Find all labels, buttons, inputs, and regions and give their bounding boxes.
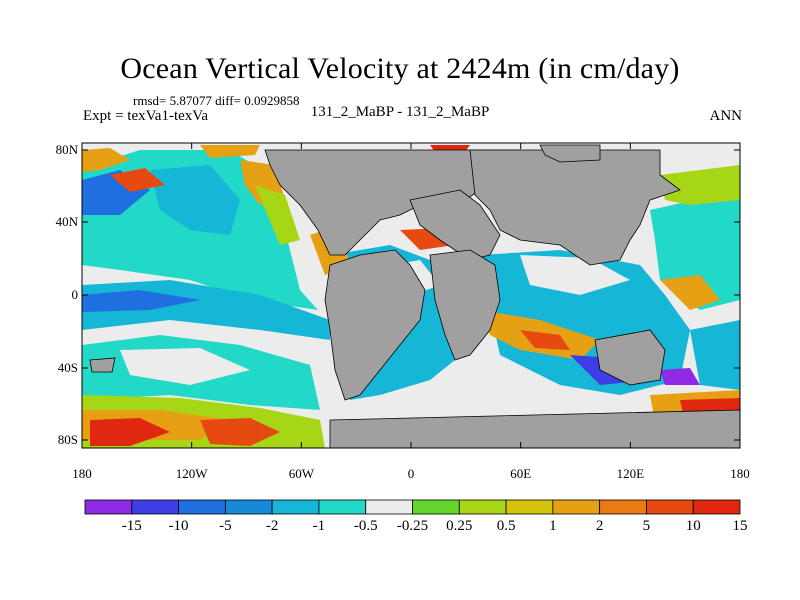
colorbar-label: -5 xyxy=(219,518,232,534)
colorbar-label: -2 xyxy=(266,518,279,534)
field-southern-red2 xyxy=(200,418,280,446)
land-antarctica xyxy=(329,409,740,448)
case-label: 131_2_MaBP - 131_2_MaBP xyxy=(310,104,490,120)
land-pacific-island xyxy=(89,357,116,373)
colorbar-label: 2 xyxy=(596,518,604,534)
colorbar-swatch xyxy=(552,499,601,515)
axis-ticks xyxy=(81,143,741,448)
field-purple-spot xyxy=(660,368,700,385)
land-arctic-island xyxy=(539,144,601,163)
lon-label: 60E xyxy=(510,466,531,481)
colorbar-swatch xyxy=(646,499,694,515)
colorbar-swatch xyxy=(412,499,460,515)
colorbar-swatch xyxy=(458,499,507,515)
field-calif-green xyxy=(255,185,300,245)
field-wpac-green xyxy=(660,165,740,205)
colorbar-swatch xyxy=(131,499,179,515)
lon-label: 60W xyxy=(289,466,315,481)
colorbar-swatch xyxy=(318,499,367,515)
lon-label: 0 xyxy=(408,466,415,481)
colorbar-label: -10 xyxy=(169,518,189,534)
colorbar-label: -1 xyxy=(313,518,326,534)
land-africa xyxy=(429,249,501,361)
colorbar-label: 1 xyxy=(549,518,557,534)
lon-label: 120E xyxy=(617,466,645,481)
field-wpac-orange xyxy=(660,275,720,310)
stats-line: rmsd= 5.87077 diff= 0.0929858 xyxy=(133,93,300,108)
colorbar-swatch xyxy=(178,499,226,515)
lon-label: 180 xyxy=(72,466,92,481)
land-south-america xyxy=(324,249,426,401)
colorbar-label: 5 xyxy=(643,518,651,534)
land-australia xyxy=(594,329,666,386)
lat-label: 40S xyxy=(58,360,78,375)
colorbar-swatch xyxy=(84,499,133,515)
field-indian-white xyxy=(520,255,630,295)
field-equatorial-blue xyxy=(82,290,200,312)
colorbar-swatch xyxy=(692,499,741,515)
field-tasman-cyan xyxy=(690,320,740,390)
field-arctic-orange xyxy=(82,148,130,172)
colorbar-label: 15 xyxy=(733,518,748,534)
plot-title: Ocean Vertical Velocity at 2424m (in cm/… xyxy=(120,52,680,85)
colorbar-label: 10 xyxy=(686,518,701,534)
lon-label: 120W xyxy=(176,466,209,481)
colorbar-swatch xyxy=(365,499,413,515)
lat-label: 40N xyxy=(56,214,79,229)
lat-label: 0 xyxy=(72,287,79,302)
season-label: ANN xyxy=(709,108,743,124)
colorbar-swatch xyxy=(505,499,554,515)
field-arctic-strip xyxy=(200,145,260,158)
axis-labels: 80N 40N 0 40S 80S 180 120W 60W 0 60E 120E 180 xyxy=(56,142,750,481)
field-pacific-cyan xyxy=(150,165,240,235)
field-pacific-red xyxy=(110,168,165,192)
colorbar-label: 0.5 xyxy=(497,518,516,534)
colorbar-swatch xyxy=(224,499,273,515)
lon-label: 180 xyxy=(730,466,750,481)
colorbar-label: -0.25 xyxy=(397,518,428,534)
colorbar-swatch xyxy=(271,499,320,515)
lat-label: 80N xyxy=(56,142,79,157)
land-asia xyxy=(469,149,681,266)
lat-label: 80S xyxy=(58,432,78,447)
land xyxy=(89,144,740,448)
field-indian-red xyxy=(520,330,570,350)
colorbar: -15 -10 -5 -2 -1 -0.5 -0.25 0.25 0.5 1 2 5 10 15 xyxy=(84,499,748,534)
colorbar-label: -0.5 xyxy=(354,518,378,534)
map-field xyxy=(82,143,740,448)
experiment-label: Expt = texVa1-texVa xyxy=(83,108,209,124)
colorbar-label: -15 xyxy=(122,518,142,534)
colorbar-swatch xyxy=(599,499,647,515)
field-southern-red xyxy=(90,418,170,446)
colorbar-label: 0.25 xyxy=(446,518,472,534)
field-south-pacific-white xyxy=(120,348,250,385)
